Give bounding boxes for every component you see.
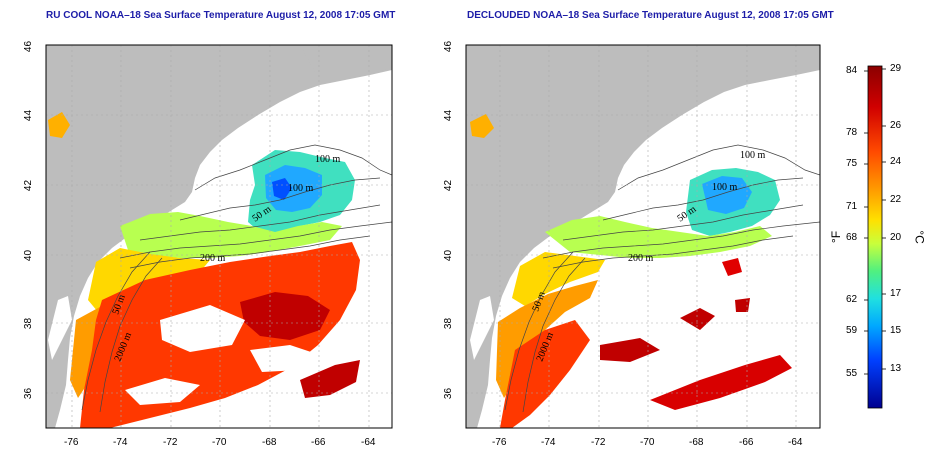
- right-sst-coastal-red: [500, 320, 590, 428]
- colorbar-c-tick: 20: [890, 232, 902, 243]
- right-sst-shelf-yellow: [512, 252, 605, 306]
- right-contour-label: 200 m: [628, 253, 654, 264]
- left-x-tick: -72: [163, 437, 178, 448]
- left-land-mainland: [46, 45, 392, 428]
- colorbar-f-tick: 71: [846, 201, 858, 212]
- left-contour-label: 100 m: [288, 183, 314, 194]
- right-map-area: [466, 45, 820, 428]
- colorbar-c-tick: 26: [890, 120, 902, 131]
- right-x-tick: -72: [591, 437, 606, 448]
- left-x-tick: -76: [64, 437, 79, 448]
- left-y-tick: 36: [23, 387, 35, 400]
- left-x-tick: -66: [311, 437, 326, 448]
- left-cloud-gap-2: [250, 345, 320, 372]
- colorbar-c-tick: 13: [890, 363, 902, 374]
- left-map-area: [46, 45, 392, 428]
- left-contours: [81, 144, 392, 413]
- colorbar-ticks: [864, 68, 886, 375]
- right-sst-offshore-patch-2: [680, 308, 715, 330]
- right-y-tick: 42: [443, 179, 455, 192]
- left-y-tick: 38: [23, 317, 35, 330]
- left-cloud-gap-1: [160, 305, 245, 352]
- right-sst-offshore-patch-1: [600, 338, 660, 362]
- right-land-chesapeake: [470, 296, 494, 360]
- right-sst-offshore-patch-3: [722, 258, 742, 276]
- right-y-tick: 36: [443, 387, 455, 400]
- left-x-tick: -74: [113, 437, 128, 448]
- left-sst-dark-red-2: [300, 360, 360, 398]
- colorbar: [867, 65, 883, 409]
- left-land-chesapeake: [48, 296, 72, 360]
- left-sst-dark-red: [240, 292, 330, 340]
- colorbar-c-tick: 22: [890, 194, 902, 205]
- right-x-tick: -64: [788, 437, 803, 448]
- right-panel-title: DECLOUDED NOAA–18 Sea Surface Temperatur…: [467, 10, 834, 21]
- right-sst-offshore-patch-4: [735, 298, 750, 312]
- left-grid: [46, 45, 392, 428]
- colorbar-f-tick: 78: [846, 127, 858, 138]
- left-y-tick: 40: [23, 249, 35, 262]
- right-land-mainland: [466, 45, 820, 428]
- right-map-frame: [465, 44, 821, 429]
- right-sst-cold-core: [702, 176, 752, 214]
- right-y-tick: 40: [443, 249, 455, 262]
- colorbar-f-tick: 84: [846, 65, 858, 76]
- left-contour-label: 200 m: [200, 253, 226, 264]
- left-x-tick: -70: [212, 437, 227, 448]
- colorbar-f-tick: 55: [846, 368, 858, 379]
- right-y-tick: 46: [443, 40, 455, 53]
- colorbar-f-tick: 59: [846, 325, 858, 336]
- right-x-tick: -70: [640, 437, 655, 448]
- right-x-tick: -66: [739, 437, 754, 448]
- right-sst-shelf-green: [545, 216, 772, 258]
- left-sst-shelf-green: [120, 212, 342, 258]
- left-y-tick: 44: [23, 109, 35, 122]
- colorbar-f-tick: 75: [846, 158, 858, 169]
- right-y-tick: 44: [443, 109, 455, 122]
- right-x-tick: -76: [492, 437, 507, 448]
- left-x-tick: -68: [262, 437, 277, 448]
- right-contour-label: 100 m: [712, 182, 738, 193]
- left-cloud-gap-3: [125, 378, 200, 405]
- right-sst-offshore-streak: [650, 355, 792, 410]
- colorbar-c-tick: 29: [890, 63, 902, 74]
- right-grid: [466, 45, 820, 428]
- colorbar-c-tick: 24: [890, 156, 902, 167]
- left-map-frame: [45, 44, 393, 429]
- colorbar-c-tick: 17: [890, 288, 902, 299]
- right-contour-label: 100 m: [740, 150, 766, 161]
- right-sst-patch-canada: [470, 114, 494, 138]
- colorbar-f-tick: 68: [846, 232, 858, 243]
- left-panel-title: RU COOL NOAA–18 Sea Surface Temperature …: [46, 10, 396, 21]
- left-y-tick: 46: [23, 40, 35, 53]
- left-sst-blue-spots: [272, 178, 292, 200]
- fahrenheit-unit-label: °F: [829, 230, 844, 244]
- right-x-tick: -68: [689, 437, 704, 448]
- right-contours: [504, 144, 820, 413]
- left-x-tick: -64: [361, 437, 376, 448]
- left-y-tick: 42: [23, 179, 35, 192]
- left-sst-patch-canada: [48, 112, 70, 138]
- left-contour-label: 100 m: [315, 154, 341, 165]
- colorbar-c-tick: 15: [890, 325, 902, 336]
- right-x-tick: -74: [541, 437, 556, 448]
- colorbar-f-tick: 62: [846, 294, 858, 305]
- celsius-unit-label: °C: [912, 230, 927, 244]
- right-y-tick: 38: [443, 317, 455, 330]
